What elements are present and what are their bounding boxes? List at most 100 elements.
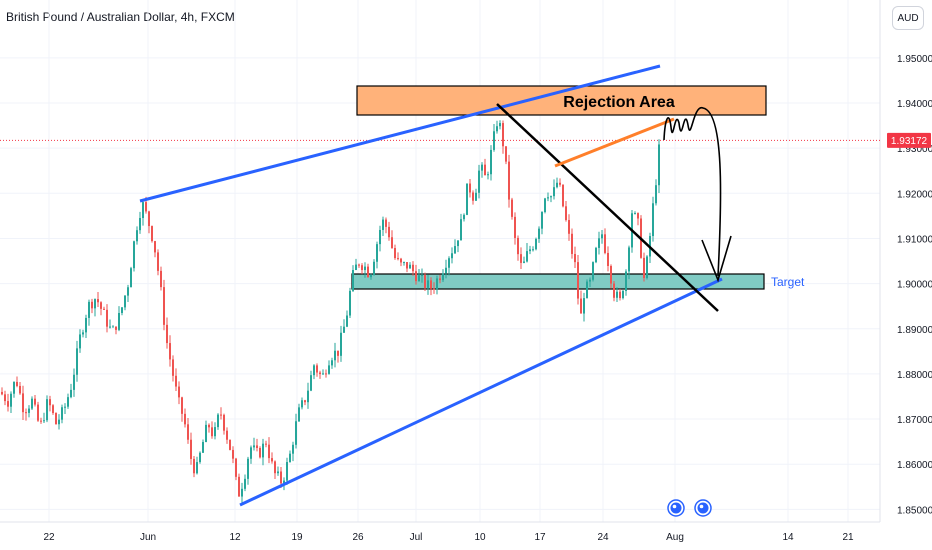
candlesticks bbox=[1, 120, 660, 504]
candle-body bbox=[592, 262, 594, 280]
candle-body bbox=[25, 412, 27, 414]
candle-body bbox=[244, 478, 246, 489]
candle-body bbox=[232, 449, 234, 459]
candle-body bbox=[322, 373, 324, 375]
price-tick-label: 1.93000 bbox=[897, 144, 932, 155]
candle-body bbox=[406, 262, 408, 269]
candle-body bbox=[40, 420, 42, 422]
candle-body bbox=[538, 228, 540, 239]
candle-body bbox=[493, 131, 495, 150]
event-flag-icon[interactable] bbox=[694, 499, 712, 517]
candle-body bbox=[379, 229, 381, 245]
candle-body bbox=[259, 448, 261, 458]
candle-body bbox=[70, 389, 72, 398]
candle-body bbox=[385, 219, 387, 227]
candle-body bbox=[22, 393, 24, 413]
candle-body bbox=[52, 405, 54, 414]
candle-body bbox=[454, 246, 456, 254]
candle-body bbox=[268, 444, 270, 459]
candle-body bbox=[247, 458, 249, 479]
candle-body bbox=[526, 251, 528, 262]
candle-body bbox=[658, 144, 660, 186]
candle-body bbox=[430, 280, 432, 289]
event-flag-icon[interactable] bbox=[667, 499, 685, 517]
candle-body bbox=[634, 213, 636, 215]
candle-body bbox=[34, 398, 36, 405]
projected-path-arrow bbox=[663, 107, 722, 277]
candle-body bbox=[349, 290, 351, 316]
candle-body bbox=[313, 365, 315, 376]
candle-body bbox=[445, 267, 447, 274]
candle-body bbox=[94, 299, 96, 309]
candle-body bbox=[208, 424, 210, 428]
candle-body bbox=[16, 381, 18, 386]
candle-body bbox=[418, 275, 420, 282]
candle-body bbox=[283, 480, 285, 484]
candle-body bbox=[457, 240, 459, 247]
price-tick-label: 1.90000 bbox=[897, 280, 932, 291]
candle-body bbox=[49, 399, 51, 406]
candle-body bbox=[580, 298, 582, 314]
candle-body bbox=[112, 326, 114, 328]
candle-body bbox=[400, 258, 402, 263]
time-tick-label: Jun bbox=[140, 532, 156, 543]
candle-body bbox=[520, 254, 522, 263]
candle-body bbox=[547, 197, 549, 199]
candle-body bbox=[562, 184, 564, 207]
candle-body bbox=[619, 291, 621, 299]
candle-body bbox=[307, 390, 309, 403]
candle-body bbox=[382, 219, 384, 230]
candle-body bbox=[184, 413, 186, 425]
candle-body bbox=[517, 237, 519, 255]
candle-body bbox=[334, 350, 336, 361]
candle-body bbox=[376, 244, 378, 262]
candle-body bbox=[412, 264, 414, 272]
descending-trendline bbox=[496, 103, 719, 312]
candle-body bbox=[367, 266, 369, 278]
price-tick-label: 1.86000 bbox=[897, 460, 932, 471]
candle-body bbox=[310, 375, 312, 391]
candle-body bbox=[280, 471, 282, 484]
candle-body bbox=[433, 288, 435, 290]
candle-body bbox=[451, 253, 453, 259]
candle-body bbox=[136, 230, 138, 242]
candle-body bbox=[370, 274, 372, 278]
candle-body bbox=[298, 407, 300, 422]
candle-body bbox=[118, 312, 120, 330]
candle-body bbox=[37, 404, 39, 421]
time-axis[interactable]: 22 Jun 12 19 26 Jul 10 17 24 Aug 14 21 bbox=[43, 532, 854, 543]
candle-body bbox=[175, 375, 177, 387]
currency-selector-button[interactable]: AUD bbox=[892, 6, 924, 30]
candle-body bbox=[628, 247, 630, 272]
candle-body bbox=[157, 252, 159, 271]
candle-body bbox=[115, 326, 117, 330]
candle-body bbox=[541, 212, 543, 229]
candle-body bbox=[4, 394, 6, 402]
price-tick-label: 1.95000 bbox=[897, 54, 932, 65]
candle-body bbox=[466, 183, 468, 215]
candle-body bbox=[73, 374, 75, 390]
candle-body bbox=[121, 307, 123, 313]
price-tick-label: 1.92000 bbox=[897, 189, 932, 200]
rising-orange-line bbox=[554, 117, 675, 168]
candle-body bbox=[508, 161, 510, 200]
candle-body bbox=[589, 279, 591, 282]
candle-body bbox=[655, 185, 657, 204]
candle-body bbox=[610, 265, 612, 284]
candle-body bbox=[13, 381, 15, 394]
candle-body bbox=[361, 265, 363, 271]
price-tick-label: 1.88000 bbox=[897, 370, 932, 381]
time-tick-label: 17 bbox=[534, 532, 546, 543]
candle-body bbox=[169, 343, 171, 360]
candle-body bbox=[319, 372, 321, 375]
candle-body bbox=[199, 452, 201, 463]
price-axis[interactable]: 1.95000 1.94000 1.93000 1.92000 1.91000 1.900… bbox=[897, 54, 932, 516]
candle-body bbox=[373, 261, 375, 275]
candle-body bbox=[271, 458, 273, 462]
candle-body bbox=[76, 348, 78, 375]
candle-body bbox=[289, 453, 291, 463]
candle-body bbox=[124, 295, 126, 308]
candle-body bbox=[511, 199, 513, 217]
candle-body bbox=[346, 315, 348, 327]
